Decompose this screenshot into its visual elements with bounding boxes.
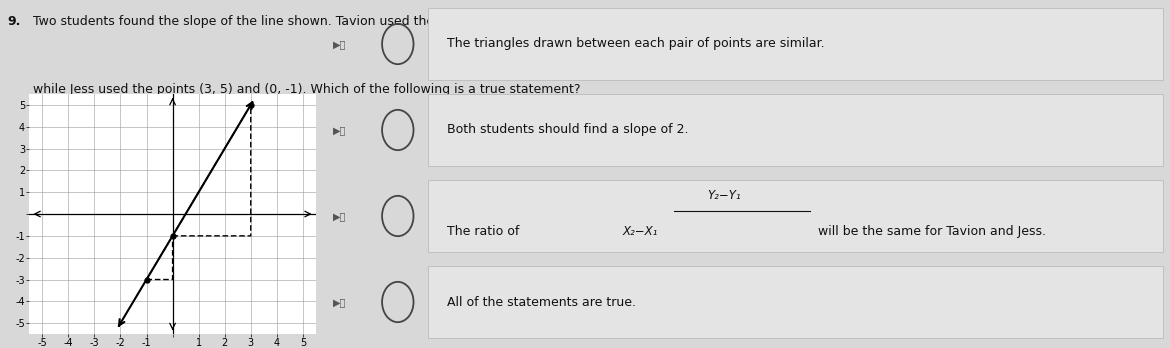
FancyBboxPatch shape [428, 8, 1163, 80]
Text: ▶⦿: ▶⦿ [333, 125, 346, 135]
Text: The triangles drawn between each pair of points are similar.: The triangles drawn between each pair of… [447, 38, 824, 50]
Text: X₂−X₁: X₂−X₁ [622, 226, 659, 238]
Text: while Jess used the points (3, 5) and (0, -1). Which of the following is a true : while Jess used the points (3, 5) and (0… [34, 83, 581, 96]
Text: ▶⦿: ▶⦿ [333, 297, 346, 307]
Text: Both students should find a slope of 2.: Both students should find a slope of 2. [447, 124, 688, 136]
FancyBboxPatch shape [428, 180, 1163, 252]
FancyBboxPatch shape [428, 94, 1163, 166]
Text: Y₂−Y₁: Y₂−Y₁ [708, 189, 741, 202]
Text: ▶⦿: ▶⦿ [333, 211, 346, 221]
Text: The ratio of: The ratio of [447, 226, 523, 238]
Text: 9.: 9. [7, 15, 21, 27]
Text: will be the same for Tavion and Jess.: will be the same for Tavion and Jess. [818, 226, 1046, 238]
Text: ▶⦿: ▶⦿ [333, 39, 346, 49]
Text: Two students found the slope of the line shown. Tavion used the points (-1, -3) : Two students found the slope of the line… [34, 15, 593, 27]
FancyBboxPatch shape [428, 266, 1163, 338]
Text: All of the statements are true.: All of the statements are true. [447, 295, 635, 308]
